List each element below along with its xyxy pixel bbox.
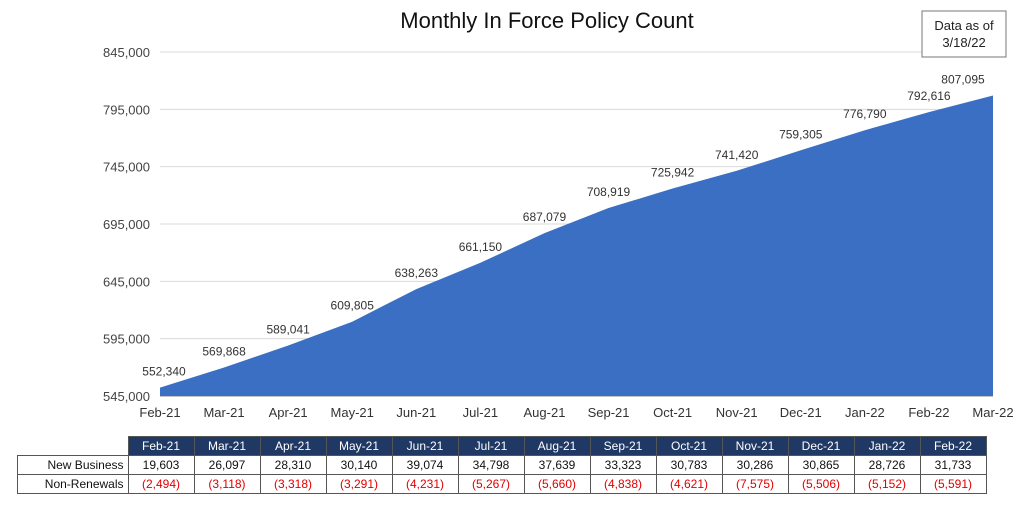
data-as-of-box: Data as of 3/18/22 [921, 10, 1007, 58]
policy-count-chart: Monthly In Force Policy Count 545,000 595… [103, 8, 1014, 420]
data-label: 638,263 [395, 266, 439, 280]
table-month-header: Apr-21 [259, 436, 327, 456]
y-tick-label: 795,000 [103, 102, 150, 117]
data-label: 609,805 [331, 299, 375, 313]
table-cell: (5,591) [919, 474, 987, 494]
data-labels: 552,340 569,868 589,041 609,805 638,263 661,1… [142, 72, 985, 378]
table-corner [18, 437, 129, 456]
table-month-header: Feb-21 [127, 436, 195, 456]
table-month-header: May-21 [325, 436, 393, 456]
table-cell: 30,783 [655, 455, 723, 475]
x-tick-label: Jan-22 [845, 405, 885, 420]
table-header-row: Feb-21 Mar-21 Apr-21 May-21 Jun-21 Jul-21 Aug-… [18, 436, 987, 456]
y-tick-label: 545,000 [103, 389, 150, 404]
table-cell: 28,726 [853, 455, 921, 475]
data-label: 759,305 [779, 127, 823, 141]
x-tick-label: Nov-21 [716, 405, 758, 420]
table-cell: 30,140 [325, 455, 393, 475]
data-label: 792,616 [907, 89, 951, 103]
table-month-header: Feb-22 [919, 436, 987, 456]
chart-title: Monthly In Force Policy Count [400, 8, 693, 33]
table-month-header: Nov-21 [721, 436, 789, 456]
table-month-header: Jul-21 [457, 436, 525, 456]
table-cell: (2,494) [127, 474, 195, 494]
x-tick-label: May-21 [331, 405, 374, 420]
table-cell: (5,660) [523, 474, 591, 494]
area-series [160, 95, 993, 396]
x-tick-label: Oct-21 [653, 405, 692, 420]
y-tick-label: 695,000 [103, 217, 150, 232]
y-axis-ticks: 545,000 595,000 645,000 695,000 745,000 795,0… [103, 45, 150, 404]
table-cell: 34,798 [457, 455, 525, 475]
summary-table: Feb-21 Mar-21 Apr-21 May-21 Jun-21 Jul-21 Aug-… [17, 436, 987, 494]
table-cell: 19,603 [127, 455, 195, 475]
data-label: 569,868 [202, 344, 246, 358]
table-cell: (5,267) [457, 474, 525, 494]
table-cell: 31,733 [919, 455, 987, 475]
x-tick-label: Sep-21 [588, 405, 630, 420]
data-as-of-line2: 3/18/22 [942, 35, 985, 50]
y-tick-label: 595,000 [103, 332, 150, 347]
table-cell: (4,231) [391, 474, 459, 494]
table-cell: (7,575) [721, 474, 789, 494]
table-cell: (4,621) [655, 474, 723, 494]
table-cell: (5,152) [853, 474, 921, 494]
x-tick-label: Mar-22 [972, 405, 1013, 420]
table-cell: 33,323 [589, 455, 657, 475]
data-label: 661,150 [459, 240, 503, 254]
table-cell: (3,291) [325, 474, 393, 494]
data-label: 807,095 [941, 72, 985, 86]
table-body: New Business 19,603 26,097 28,310 30,140 39,0… [17, 455, 987, 494]
x-tick-label: Dec-21 [780, 405, 822, 420]
table-month-header: Mar-21 [193, 436, 261, 456]
data-label: 687,079 [523, 210, 567, 224]
table-cell: (3,318) [259, 474, 327, 494]
x-tick-label: Jun-21 [396, 405, 436, 420]
x-axis-ticks: Feb-21 Mar-21 Apr-21 May-21 Jun-21 Jul-21 Aug-… [139, 405, 1013, 420]
data-label: 741,420 [715, 148, 759, 162]
table-month-header: Jan-22 [853, 436, 921, 456]
table-cell: 30,286 [721, 455, 789, 475]
table-cell: 26,097 [193, 455, 261, 475]
x-tick-label: Mar-21 [203, 405, 244, 420]
x-tick-label: Apr-21 [269, 405, 308, 420]
x-tick-label: Feb-22 [908, 405, 949, 420]
data-label: 776,790 [843, 107, 887, 121]
table-row-label: New Business [17, 455, 129, 475]
data-label: 589,041 [266, 322, 310, 336]
table-cell: 37,639 [523, 455, 591, 475]
table-cell: 28,310 [259, 455, 327, 475]
data-label: 708,919 [587, 185, 631, 199]
table-cell: (3,118) [193, 474, 261, 494]
table-cell: 30,865 [787, 455, 855, 475]
x-tick-label: Jul-21 [463, 405, 498, 420]
table-month-header: Dec-21 [787, 436, 855, 456]
table-month-header: Sep-21 [589, 436, 657, 456]
x-tick-label: Feb-21 [139, 405, 180, 420]
table-cell: 39,074 [391, 455, 459, 475]
table-row: Non-Renewals (2,494) (3,118) (3,318) (3,291)… [17, 474, 987, 494]
x-tick-label: Aug-21 [524, 405, 566, 420]
table-month-header: Jun-21 [391, 436, 459, 456]
table-row: New Business 19,603 26,097 28,310 30,140 39,0… [17, 455, 987, 475]
table-cell: (5,506) [787, 474, 855, 494]
table-cell: (4,838) [589, 474, 657, 494]
data-as-of-line1: Data as of [934, 18, 994, 33]
table-row-label: Non-Renewals [17, 474, 129, 494]
table-month-header: Oct-21 [655, 436, 723, 456]
table-month-header: Aug-21 [523, 436, 591, 456]
y-tick-label: 645,000 [103, 274, 150, 289]
data-label: 725,942 [651, 166, 695, 180]
y-tick-label: 745,000 [103, 160, 150, 175]
y-tick-label: 845,000 [103, 45, 150, 60]
data-label: 552,340 [142, 365, 186, 379]
